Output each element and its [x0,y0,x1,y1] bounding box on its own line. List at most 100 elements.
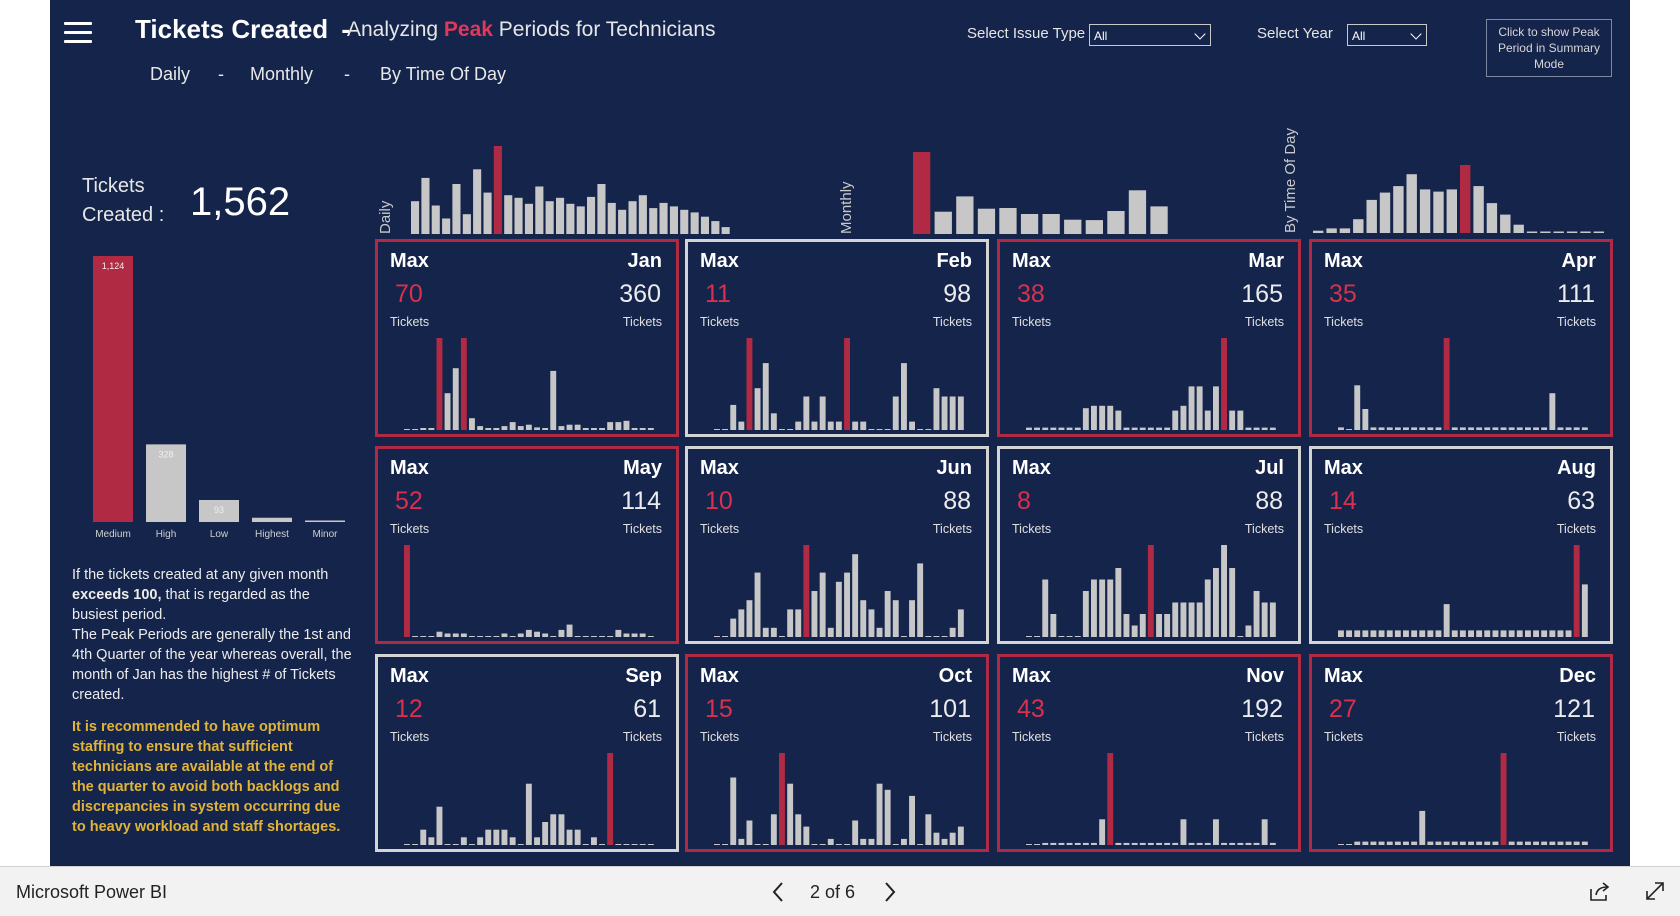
day-bar [1196,386,1203,430]
day-bar [1394,841,1401,845]
day-bar [909,421,915,430]
day-bar [795,609,802,637]
day-bar [1204,410,1211,430]
trend-bar [1486,203,1498,233]
peak-summary-button[interactable]: Click to show Peak Period in Summary Mod… [1486,19,1612,77]
trend-bar [421,177,430,234]
card-total-value: 88 [943,487,971,515]
day-bar [819,572,826,637]
card-month-name: Sep [625,665,662,687]
day-bar [1034,427,1040,430]
card-daily-chart [1338,338,1588,430]
day-bar [1533,630,1539,637]
day-bar [615,629,622,637]
day-bar [1362,409,1369,430]
month-card-nov[interactable]: Max Nov 43 192 Tickets Tickets [997,654,1301,852]
day-bar [1403,841,1409,845]
day-bar [404,545,410,637]
month-card-sep[interactable]: Max Sep 12 61 Tickets Tickets [375,654,679,852]
month-card-jul[interactable]: Max Jul 8 88 Tickets Tickets [997,446,1301,644]
note-paragraph-2: The Peak Periods are generally the 1st a… [72,627,352,703]
trend-bar [934,211,952,234]
trend-bar [956,196,974,234]
month-card-dec[interactable]: Max Dec 27 121 Tickets Tickets [1309,654,1613,852]
fullscreen-icon[interactable] [1644,880,1666,902]
day-bar [1516,630,1523,637]
month-card-oct[interactable]: Max Oct 15 101 Tickets Tickets [685,654,989,852]
nav-daily[interactable]: Daily [150,64,191,84]
day-bar [1139,427,1146,430]
month-card-jun[interactable]: Max Jun 10 88 Tickets Tickets [685,446,989,644]
year-dropdown[interactable]: All [1347,24,1427,46]
month-card-apr[interactable]: Max Apr 35 111 Tickets Tickets [1309,239,1613,437]
month-card-feb[interactable]: Max Feb 11 98 Tickets Tickets [685,239,989,437]
day-bar [436,806,443,845]
trend-bar [1366,199,1377,233]
month-card-may[interactable]: Max May 52 114 Tickets Tickets [375,446,679,644]
day-bar [1459,841,1466,845]
priority-bar [305,520,345,522]
day-bar [1269,427,1276,430]
day-bar [1565,841,1572,845]
day-bar [1042,842,1049,845]
day-bar [1261,819,1268,845]
day-bar [811,844,818,845]
card-total-unit: Tickets [622,522,662,536]
day-bar [1346,429,1352,430]
month-card-aug[interactable]: Max Aug 14 63 Tickets Tickets [1309,446,1613,644]
day-bar [933,388,940,430]
day-bar [412,636,418,637]
day-bar [1362,630,1369,637]
card-month-name: Jul [1255,457,1284,479]
day-bar [591,837,597,845]
month-card-mar[interactable]: Max Mar 38 165 Tickets Tickets [997,239,1301,437]
trend-bar [680,209,689,234]
day-bar [1156,614,1162,637]
day-bar [631,633,638,637]
day-bar [591,428,597,430]
note-paragraph-1: If the tickets created at any given mont… [72,565,354,625]
day-bar [1508,841,1515,845]
nav-monthly[interactable]: Monthly [250,64,314,84]
card-daily-chart [404,753,654,845]
day-bar [558,814,565,845]
day-bar [1476,427,1483,430]
day-bar [1484,630,1491,637]
day-bar [884,789,891,845]
day-bar [1237,410,1244,430]
monthly-trend-chart: Monthly [838,152,1168,234]
day-bar [631,428,638,430]
day-bar [1099,819,1106,845]
day-bar [1346,630,1352,637]
chevron-right-icon[interactable] [882,881,898,903]
day-bar [1042,579,1049,637]
card-max-label: Max [1012,457,1051,479]
day-bar [1115,842,1122,845]
day-bar [647,636,654,637]
day-bar [1066,842,1073,845]
trend-bar [700,216,709,234]
day-bar [550,370,557,430]
day-bar [1180,602,1187,637]
chevron-left-icon[interactable] [770,881,786,903]
day-bar [550,814,557,845]
day-bar [1443,338,1450,430]
issue-type-dropdown[interactable]: All [1089,24,1211,46]
nav-time-of-day[interactable]: By Time Of Day [380,64,507,84]
hamburger-menu-icon[interactable] [64,22,92,44]
card-max-label: Max [390,250,429,272]
trend-bar [493,146,502,234]
trend-bar [1433,191,1444,233]
day-bar [1156,427,1162,430]
card-total-unit: Tickets [1244,522,1284,536]
time-of-day-trend-chart: By Time Of Day [1282,127,1604,233]
share-icon[interactable] [1588,880,1612,902]
card-peak-value: 52 [395,487,423,515]
day-bar [1131,842,1138,845]
day-bar [844,572,850,637]
month-card-jan[interactable]: Max Jan 70 360 Tickets Tickets [375,239,679,437]
day-bar [803,826,810,845]
day-bar [1451,630,1458,637]
day-bar [770,627,777,637]
trend-bar [431,205,440,234]
